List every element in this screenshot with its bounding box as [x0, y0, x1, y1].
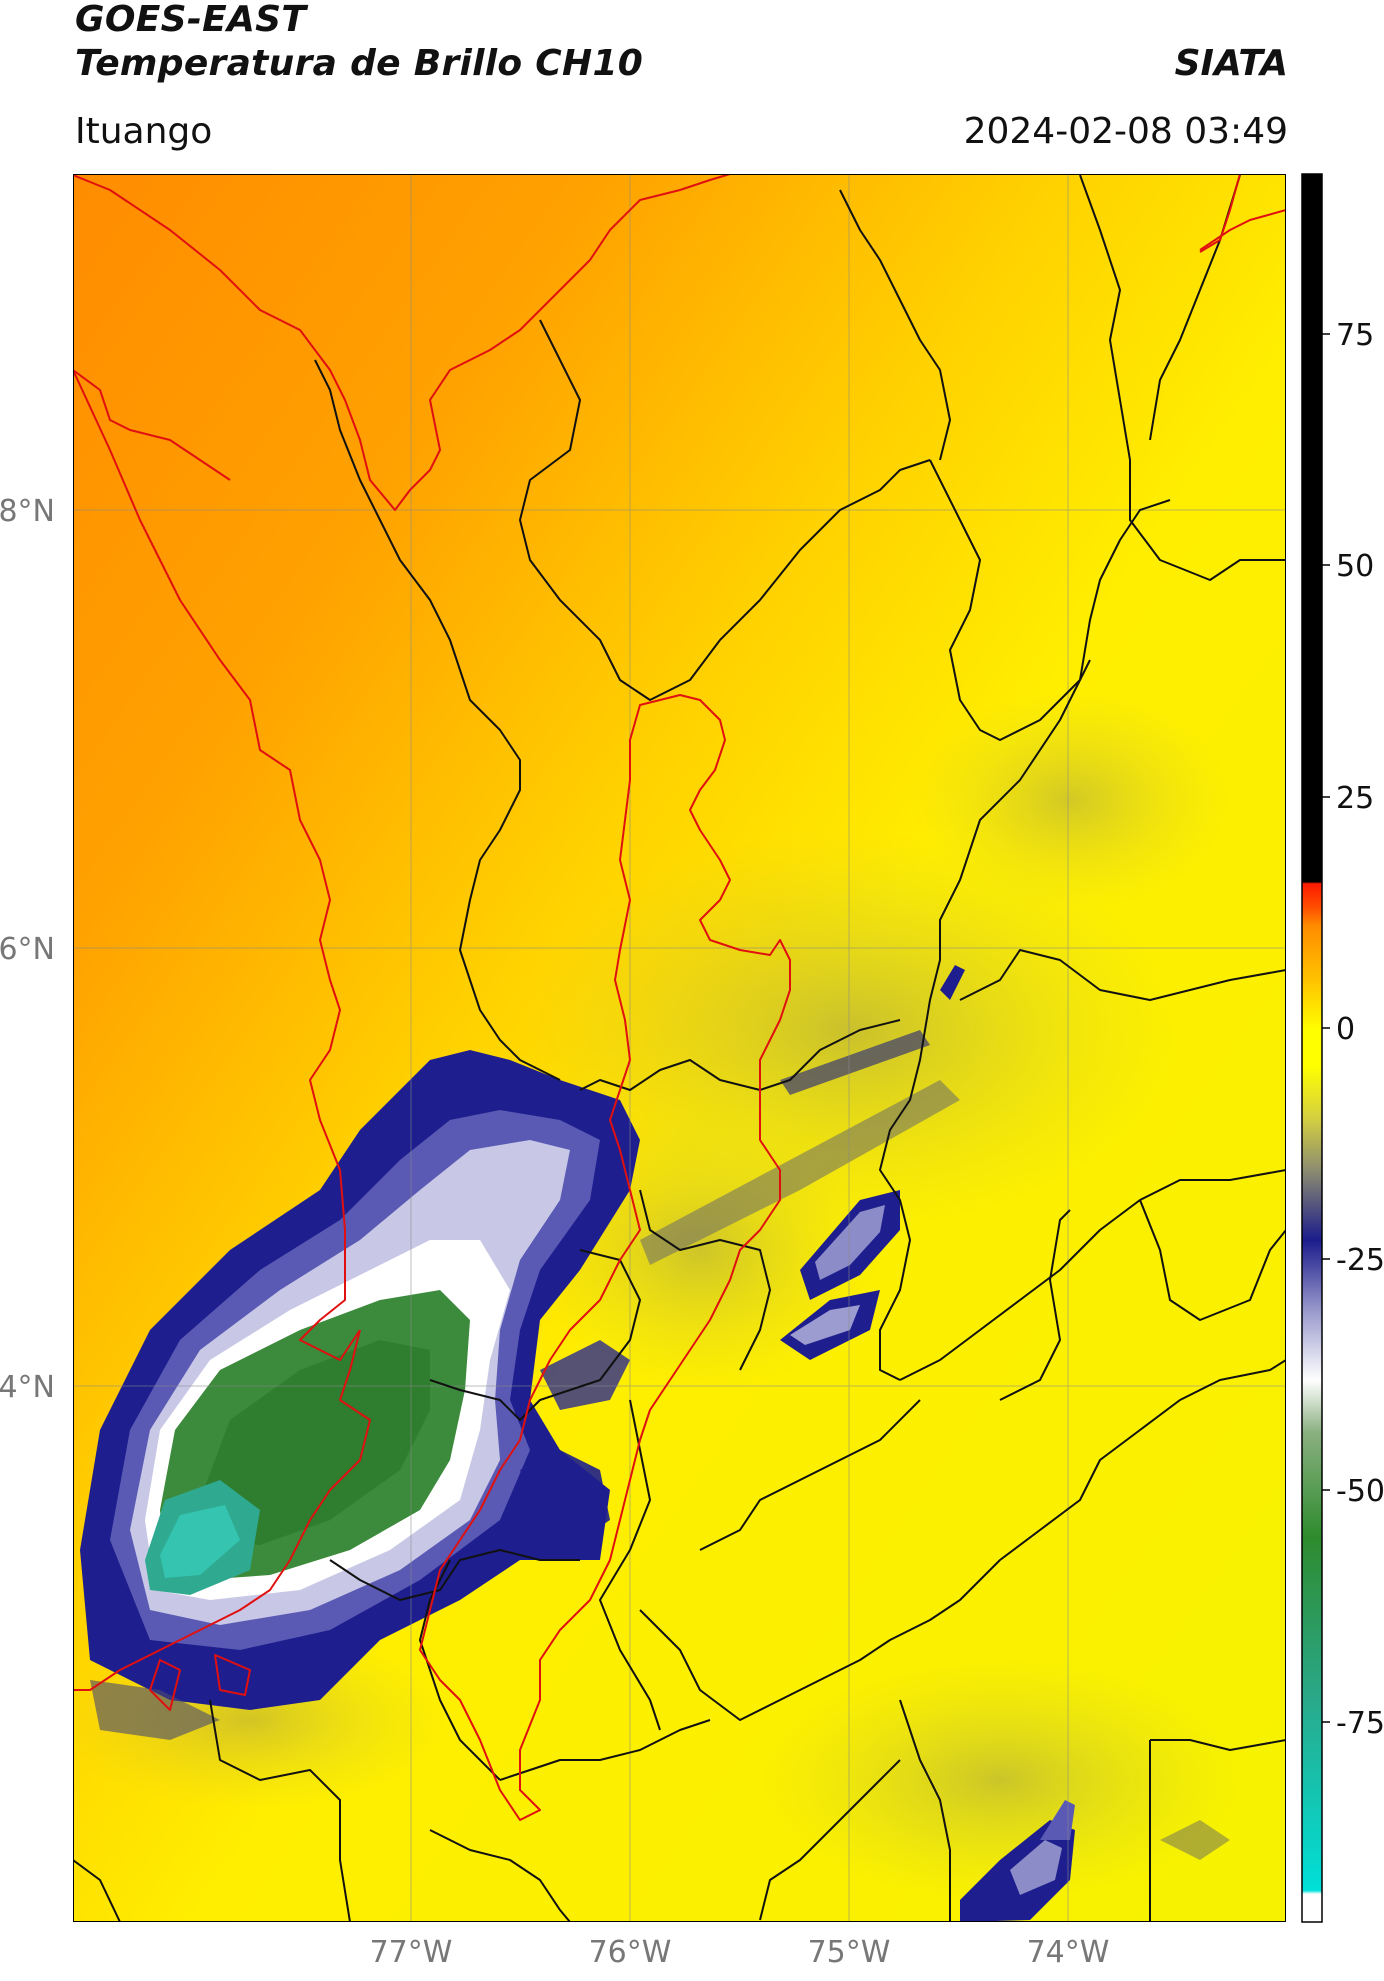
lon-tick-label: 74°W [1027, 1935, 1110, 1970]
colorbar-tick-label: 0 [1336, 1012, 1355, 1047]
lon-tick-label: 76°W [589, 1935, 672, 1970]
organization-label: SIATA [1174, 43, 1288, 84]
ituango-basin-outline [419, 694, 791, 1821]
lat-tick-label: 6°N [0, 932, 55, 967]
colorbar-tick-label: -25 [1336, 1243, 1384, 1278]
region-label: Ituango [75, 111, 213, 152]
colorbar: 75 50 25 0 -25 -50 -75 [1301, 173, 1384, 1923]
lat-tick-label: 8°N [0, 494, 55, 529]
department-boundaries [73, 174, 1286, 1922]
colorbar-tick-label: 50 [1336, 549, 1374, 584]
lon-tick-label: 75°W [808, 1935, 891, 1970]
satellite-title: GOES-EAST [75, 0, 307, 40]
datetime-label: 2024-02-08 03:49 [963, 111, 1288, 152]
colorbar-tick-label: 75 [1336, 318, 1374, 353]
colorbar-tick-label: 25 [1336, 781, 1374, 816]
lat-tick-label: 4°N [0, 1370, 55, 1405]
brightness-temperature-field [73, 174, 1286, 1922]
graticule [73, 174, 1286, 1922]
product-title: Temperatura de Brillo CH10 [75, 43, 644, 84]
lon-tick-label: 77°W [370, 1935, 453, 1970]
colorbar-tick-label: -75 [1336, 1706, 1384, 1741]
colorbar-tick-label: -50 [1336, 1474, 1384, 1509]
red-boundaries [73, 174, 1286, 1821]
colorbar-gradient [1302, 174, 1322, 1922]
